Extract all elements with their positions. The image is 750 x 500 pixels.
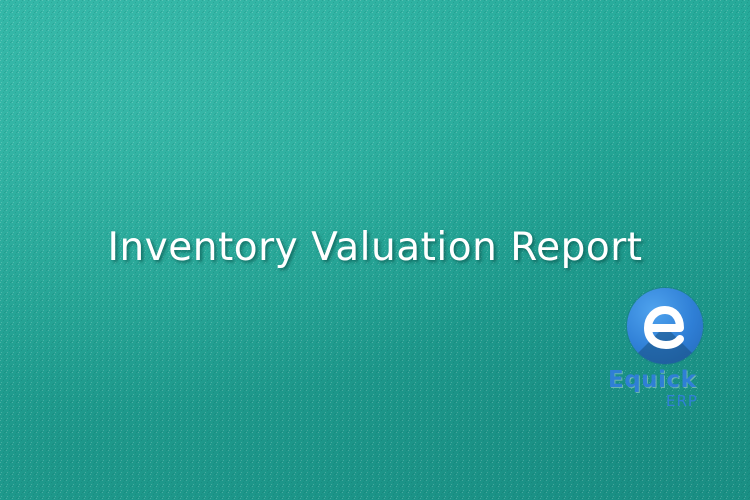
banner-title: Inventory Valuation Report [107, 225, 643, 270]
e-letter-icon [644, 306, 684, 349]
logo-wordmark: Equick [608, 367, 697, 393]
equick-e-logo-icon [627, 288, 703, 364]
equick-erp-logo: Equick ERP [600, 288, 735, 418]
logo-subtitle: ERP [666, 392, 698, 410]
